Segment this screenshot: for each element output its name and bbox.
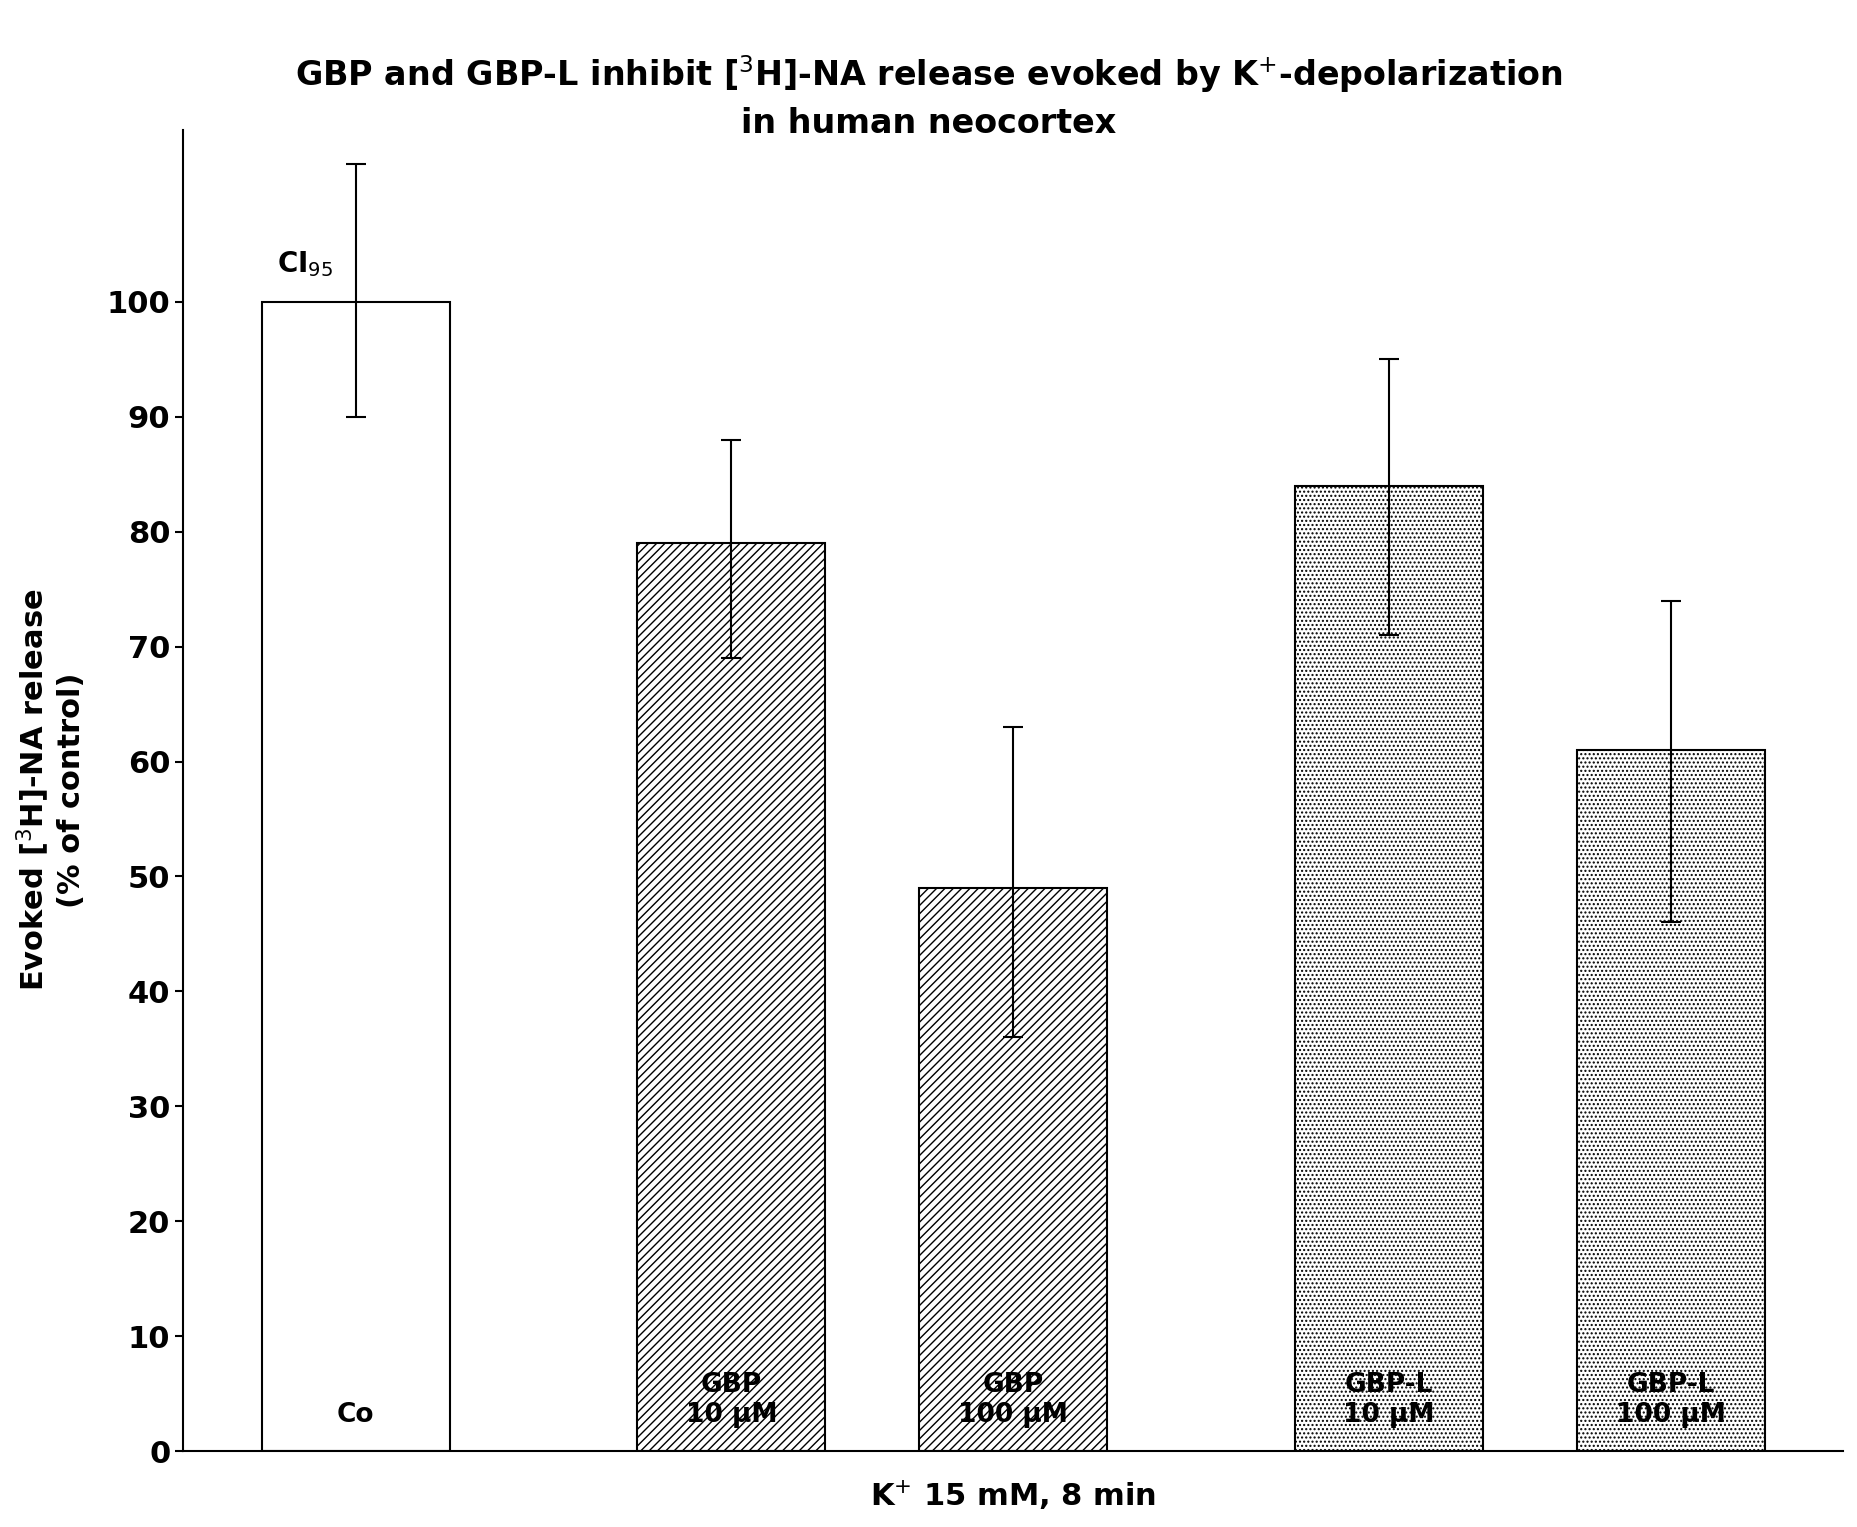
Text: GBP-L
10 μM: GBP-L 10 μM — [1343, 1373, 1434, 1428]
Bar — [262, 302, 449, 1451]
Text: GBP
100 μM: GBP 100 μM — [958, 1373, 1068, 1428]
Text: CI$_{95}$: CI$_{95}$ — [277, 249, 332, 279]
Bar — [1577, 750, 1764, 1451]
Y-axis label: Evoked [$^{3}$H]-NA release
(% of control): Evoked [$^{3}$H]-NA release (% of contro… — [15, 589, 85, 991]
Bar — [1294, 486, 1482, 1451]
X-axis label: K$^{+}$ 15 mM, 8 min: K$^{+}$ 15 mM, 8 min — [869, 1478, 1155, 1512]
Text: in human neocortex: in human neocortex — [741, 107, 1116, 140]
Text: GBP and GBP-L inhibit [$^{3}$H]-NA release evoked by K$^{+}$-depolarization: GBP and GBP-L inhibit [$^{3}$H]-NA relea… — [295, 53, 1562, 95]
Bar — [637, 544, 825, 1451]
Bar — [919, 887, 1107, 1451]
Text: Co: Co — [336, 1402, 375, 1428]
Text: GBP
10 μM: GBP 10 μM — [685, 1373, 776, 1428]
Text: GBP-L
100 μM: GBP-L 100 μM — [1616, 1373, 1725, 1428]
